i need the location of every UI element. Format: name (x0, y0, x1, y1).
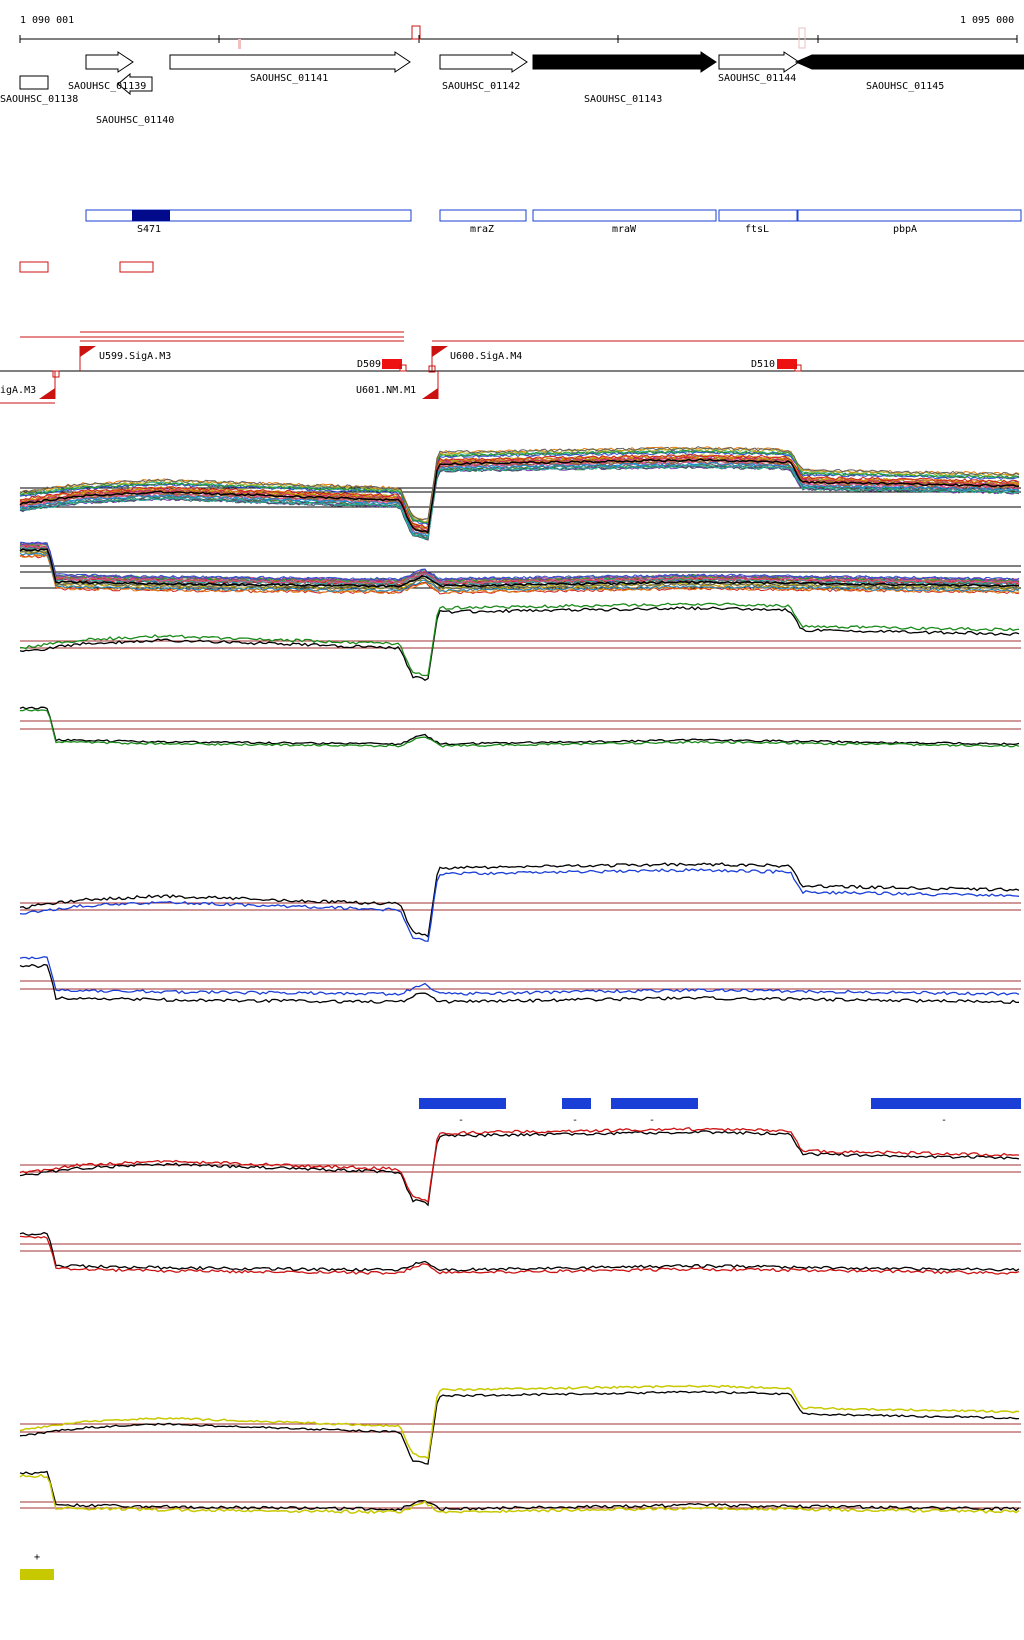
condition-label: - (458, 1115, 464, 1126)
profile-trace (19, 541, 1020, 582)
gene-SAOUHSC_01141[interactable]: SAOUHSC_01141 (169, 51, 411, 84)
profile-trace (19, 465, 1020, 541)
profile-trace (19, 465, 1020, 541)
region-pbpA[interactable]: pbpA (797, 209, 1022, 235)
ruler-end-label: 1 095 000 (960, 15, 1014, 26)
profile-trace (19, 963, 1020, 1004)
profile-trace (19, 453, 1020, 529)
gene-label: SAOUHSC_01141 (250, 73, 328, 84)
profile-trace (19, 449, 1020, 523)
gene-label: SAOUHSC_01144 (718, 73, 796, 84)
promoter-U599[interactable]: U599.SigA.M3 (79, 346, 171, 371)
terminator-D509[interactable]: D509 (357, 359, 407, 372)
condition-label: - (572, 1115, 578, 1126)
promoter-label: U600.SigA.M4 (450, 351, 522, 362)
condition-label: - (649, 1115, 655, 1126)
profile-trace (19, 552, 1020, 593)
gene-label: SAOUHSC_01143 (584, 94, 662, 105)
gene-SAOUHSC_01140[interactable]: SAOUHSC_01140 (96, 72, 174, 126)
profile-trace (19, 451, 1020, 527)
feature-boxes (19, 261, 154, 273)
profile-trace (19, 465, 1020, 540)
profile-trace (19, 1390, 1020, 1465)
profile-trace (19, 1130, 1020, 1207)
profile-trace (19, 541, 1020, 581)
profile-trace (19, 1231, 1020, 1272)
profile-trace (19, 862, 1020, 938)
terminator-label: D509 (357, 359, 381, 370)
terminator-D510[interactable]: D510 (751, 359, 802, 372)
gene-label: SAOUHSC_01138 (0, 94, 78, 105)
region-S471[interactable]: S471 (85, 209, 412, 235)
profile-trace (19, 446, 1020, 520)
gene-label: SAOUHSC_01140 (96, 115, 174, 126)
profile-trace (19, 606, 1020, 681)
profile-trace (19, 458, 1020, 534)
promoter-U600[interactable]: U600.SigA.M4 (431, 346, 522, 371)
promoter-left-edge[interactable]: igA.M3 (0, 371, 56, 404)
condition-label: - (941, 1115, 947, 1126)
profile-trace (19, 553, 1020, 595)
profile-trace (19, 1235, 1020, 1275)
legend: + (20, 1552, 54, 1580)
profile-trace (19, 542, 1019, 583)
gene-SAOUHSC_01145[interactable]: SAOUHSC_01145 (794, 54, 1024, 92)
promoter-label: U599.SigA.M3 (99, 351, 171, 362)
region-mraZ[interactable]: mraZ (439, 209, 527, 235)
profile-trace (19, 706, 1020, 746)
profile-trace (19, 548, 1020, 588)
profile-trace (19, 1470, 1020, 1512)
profile-trace (19, 446, 1020, 521)
region-mraW[interactable]: mraW (532, 209, 717, 235)
region-label: pbpA (893, 224, 917, 235)
profile-trace (20, 708, 1020, 748)
gene-SAOUHSC_01144[interactable]: SAOUHSC_01144 (718, 51, 800, 84)
profile-trace (19, 550, 1020, 590)
region-label: mraW (612, 224, 637, 235)
ruler-start-label: 1 090 001 (20, 15, 74, 26)
region-label: ftsL (745, 224, 769, 235)
profile-trace (19, 462, 1020, 538)
profile-trace (19, 1126, 1020, 1204)
gene-SAOUHSC_01138[interactable]: SAOUHSC_01138 (0, 75, 78, 105)
promoter-label: igA.M3 (0, 385, 36, 396)
gene-label: SAOUHSC_01139 (68, 81, 146, 92)
profile-trace (19, 447, 1020, 523)
profile-trace (19, 541, 1020, 582)
promoter-label: U601.NM.M1 (356, 385, 416, 396)
profile-trace (19, 550, 1020, 590)
profile-trace (19, 1384, 1020, 1460)
region-label: mraZ (470, 224, 494, 235)
transcript-track: U599.SigA.M3 U600.SigA.M4 U601.NM.M1 igA… (0, 331, 1024, 404)
coordinate-ruler: 1 090 001 1 095 000 (19, 15, 1018, 49)
region-ftsL[interactable]: ftsL (718, 209, 798, 235)
profile-trace (19, 1473, 1020, 1515)
terminator-label: D510 (751, 359, 775, 370)
profile-trace (19, 542, 1020, 582)
legend-swatch (20, 1569, 54, 1580)
profile-trace (19, 602, 1020, 677)
condition-markers: - - - - (419, 1098, 1021, 1126)
gene-track: SAOUHSC_01138 SAOUHSC_01139 SAOUHSC_0114… (0, 51, 1024, 126)
gene-SAOUHSC_01143[interactable]: SAOUHSC_01143 (532, 51, 717, 105)
region-label: S471 (137, 224, 161, 235)
gene-label: SAOUHSC_01142 (442, 81, 520, 92)
profile-trace (19, 867, 1020, 942)
region-track: S471 mraZ mraW ftsL pbpA (85, 209, 1022, 235)
promoter-U601[interactable]: U601.NM.M1 (356, 371, 439, 399)
profile-trace (19, 545, 1020, 585)
legend-symbol: + (34, 1552, 40, 1563)
gene-label: SAOUHSC_01145 (866, 81, 944, 92)
gene-SAOUHSC_01142[interactable]: SAOUHSC_01142 (439, 51, 528, 92)
profile-trace (19, 464, 1020, 540)
gene-SAOUHSC_01139[interactable]: SAOUHSC_01139 (68, 51, 146, 92)
profile-trace (19, 956, 1020, 997)
expression-profiles (19, 446, 1021, 1515)
